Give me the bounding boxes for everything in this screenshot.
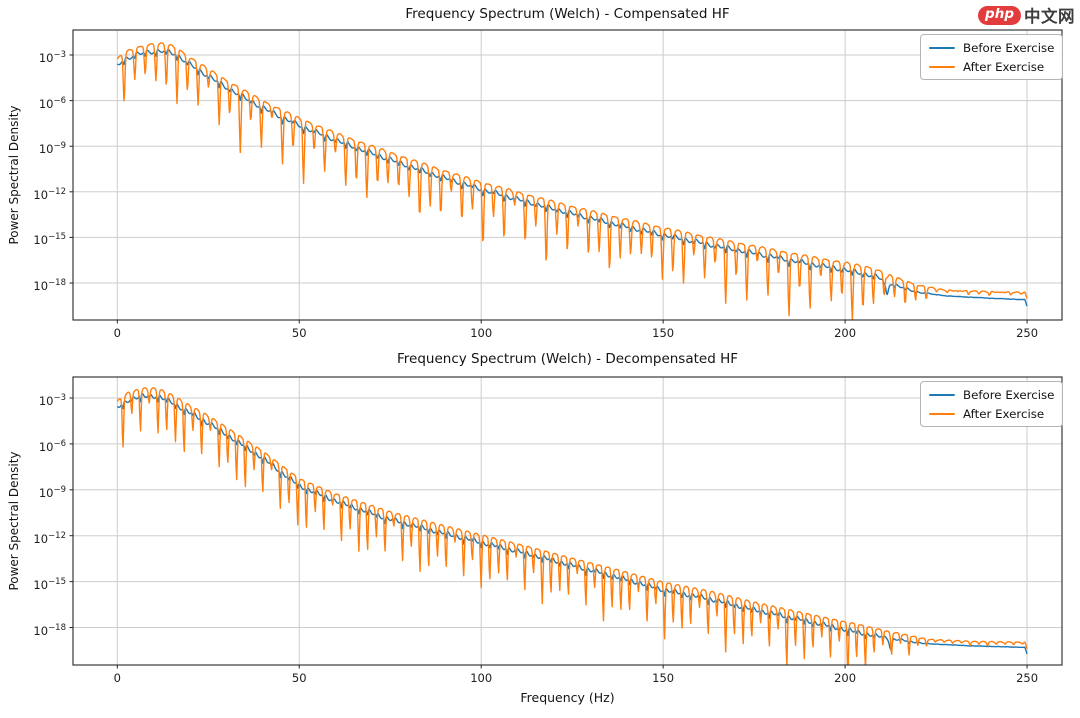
y-tick-label: 10−9 [38,484,66,500]
x-tick-label: 200 [834,326,857,340]
y-tick-label: 10−6 [38,438,66,454]
y-tick-label: 10−18 [33,278,66,293]
php-watermark: php 中文网 [978,3,1075,27]
x-tick-label: 100 [470,671,493,685]
y-tick-label: 10−3 [38,393,66,408]
series-line-after-exercise [116,42,1028,320]
y-tick-label: 10−9 [38,141,66,157]
y-tick-label: 10−6 [38,95,66,111]
legend-line-swatch [929,65,955,69]
php-logo-badge: php [978,5,1021,25]
x-tick-label: 50 [291,326,307,340]
php-logo-cn-text: 中文网 [1024,7,1075,26]
plot1-legend: Before Exercise After Exercise [920,34,1063,80]
legend-item-before-exercise: Before Exercise [929,388,1054,402]
legend-line-swatch [929,412,955,416]
x-tick-label: 0 [113,671,121,685]
y-tick-label: 10−18 [33,622,66,638]
y-tick-label: 10−12 [33,530,66,546]
legend-item-after-exercise: After Exercise [929,60,1054,74]
legend-item-after-exercise: After Exercise [929,407,1054,421]
x-tick-label: 150 [652,326,675,340]
x-tick-label: 0 [113,326,121,340]
legend-line-swatch [929,393,955,397]
legend-label: After Exercise [963,60,1045,74]
legend-item-before-exercise: Before Exercise [929,41,1054,55]
x-tick-label: 50 [291,671,307,685]
plot1-title: Frequency Spectrum (Welch) - Compensated… [405,6,730,22]
series-line-before-exercise [117,48,1028,307]
x-axis-label: Frequency (Hz) [520,690,615,705]
legend-label: Before Exercise [963,388,1055,402]
x-tick-label: 200 [834,671,857,685]
x-tick-label: 100 [470,326,493,340]
y-tick-label: 10−15 [33,576,66,592]
series-line-before-exercise [116,392,1028,655]
plot2-title: Frequency Spectrum (Welch) - Decompensat… [397,351,738,367]
y-tick-label: 10−12 [33,186,66,202]
legend-label: Before Exercise [963,41,1055,55]
y-tick-label: 10−15 [33,232,66,248]
series-line-after-exercise [116,387,1028,665]
x-tick-label: 150 [652,671,675,685]
legend-label: After Exercise [963,407,1045,421]
x-tick-label: 250 [1016,326,1039,340]
x-tick-label: 250 [1016,671,1039,685]
plot2-legend: Before Exercise After Exercise [920,381,1063,427]
y-tick-label: 10−3 [38,50,66,65]
legend-line-swatch [929,46,955,50]
